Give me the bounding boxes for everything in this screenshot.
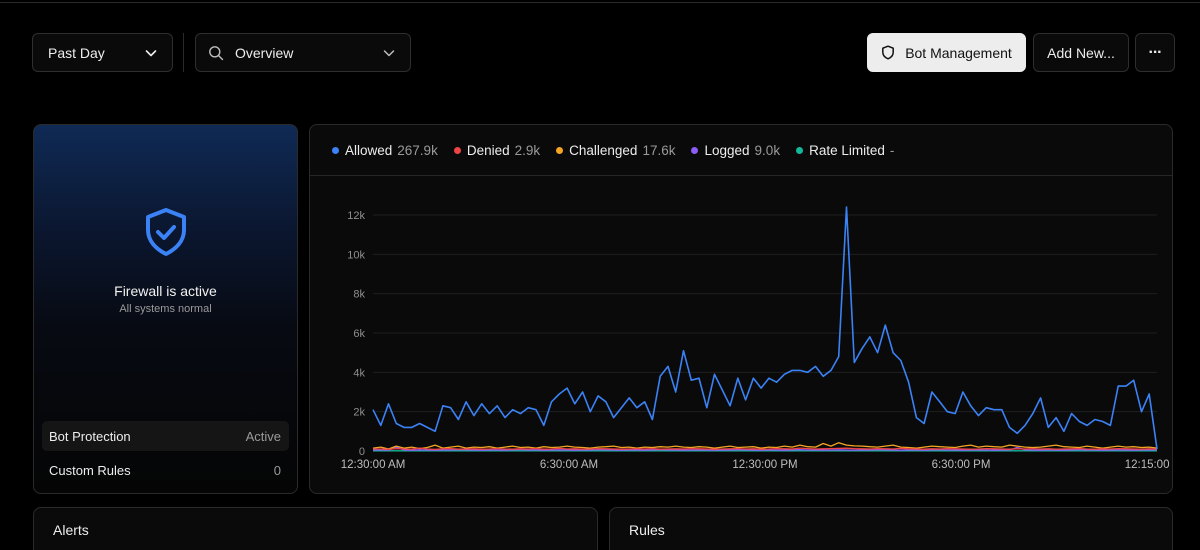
legend-label: Denied: [466, 143, 510, 158]
chart-header-divider: [310, 175, 1172, 176]
chevron-down-icon: [383, 49, 395, 56]
view-label: Overview: [235, 44, 294, 61]
legend-label: Allowed: [345, 143, 393, 158]
legend-logged[interactable]: Logged 9.0k: [691, 143, 780, 158]
more-icon: ···: [1148, 43, 1163, 61]
add-new-button[interactable]: Add New...: [1033, 33, 1129, 72]
legend-value: 17.6k: [642, 143, 676, 158]
time-range-select[interactable]: Past Day: [32, 33, 173, 72]
legend-dot: [691, 147, 699, 154]
top-divider: [0, 2, 1200, 3]
series-line-denied[interactable]: [373, 447, 1158, 451]
bot-protection-row[interactable]: Bot Protection Active: [42, 421, 289, 451]
y-tick-label: 2k: [353, 407, 365, 419]
bot-management-label: Bot Management: [905, 44, 1012, 61]
legend-value: -: [889, 143, 895, 158]
legend-value: 2.9k: [514, 143, 541, 158]
x-tick-label: 12:30:00 PM: [732, 459, 797, 471]
row-label: Custom Rules: [49, 462, 131, 478]
firewall-title: Firewall is active: [114, 283, 217, 299]
row-value: 0: [273, 462, 281, 478]
shield-check-icon: [146, 208, 186, 256]
legend-allowed[interactable]: Allowed 267.9k: [332, 143, 438, 158]
legend-label: Challenged: [569, 143, 638, 158]
firewall-subtitle: All systems normal: [119, 303, 212, 315]
traffic-line-chart[interactable]: 0 2k 4k 6k 8k 10k 12k 12:30:00 AM 6:30:00 AM 12:3…: [310, 125, 1172, 493]
legend-value: 9.0k: [754, 143, 781, 158]
x-tick-label: 12:30:00 AM: [341, 459, 406, 471]
y-tick-label: 12k: [347, 210, 365, 222]
firewall-status-card: Firewall is active All systems normal Bo…: [33, 124, 298, 494]
legend-dot: [796, 147, 804, 154]
legend-value: 267.9k: [397, 143, 438, 158]
legend-label: Rate Limited: [809, 143, 885, 158]
legend-dot: [556, 147, 564, 154]
rules-title: Rules: [629, 522, 665, 538]
series-line-allowed[interactable]: [372, 206, 1158, 450]
y-tick-label: 0: [359, 446, 365, 458]
legend-dot: [332, 147, 339, 154]
chart-legend: Allowed 267.9k Denied 2.9k Challenged 17…: [332, 143, 894, 158]
y-tick-label: 6k: [353, 328, 365, 340]
y-tick-label: 8k: [353, 289, 365, 301]
rules-card: Rules: [609, 507, 1173, 550]
toolbar-divider: [183, 33, 184, 72]
more-options-button[interactable]: ···: [1135, 33, 1175, 72]
search-icon: [209, 45, 224, 60]
legend-rate-limited[interactable]: Rate Limited -: [796, 143, 894, 158]
add-new-label: Add New...: [1047, 44, 1115, 61]
legend-dot: [453, 147, 461, 154]
legend-challenged[interactable]: Challenged 17.6k: [556, 143, 675, 158]
y-tick-label: 10k: [347, 249, 365, 261]
legend-denied[interactable]: Denied 2.9k: [453, 143, 541, 158]
x-tick-label: 12:15:00 AM: [1125, 459, 1172, 471]
bot-management-button[interactable]: Bot Management: [867, 33, 1026, 72]
x-tick-label: 6:30:00 AM: [540, 459, 598, 471]
series-line-logged[interactable]: [372, 446, 1158, 451]
custom-rules-row[interactable]: Custom Rules 0: [42, 455, 289, 485]
alerts-title: Alerts: [53, 522, 89, 538]
x-tick-label: 6:30:00 PM: [932, 459, 991, 471]
traffic-chart-card: Allowed 267.9k Denied 2.9k Challenged 17…: [309, 124, 1173, 494]
view-select[interactable]: Overview: [195, 33, 411, 72]
legend-label: Logged: [704, 143, 750, 158]
chevron-down-icon: [145, 49, 157, 56]
row-value: Active: [245, 428, 281, 444]
time-range-label: Past Day: [48, 44, 105, 61]
alerts-card: Alerts: [33, 507, 598, 550]
shield-icon: [882, 45, 895, 60]
row-label: Bot Protection: [49, 428, 131, 444]
series-line-challenged[interactable]: [372, 442, 1158, 450]
y-tick-label: 4k: [353, 367, 365, 379]
